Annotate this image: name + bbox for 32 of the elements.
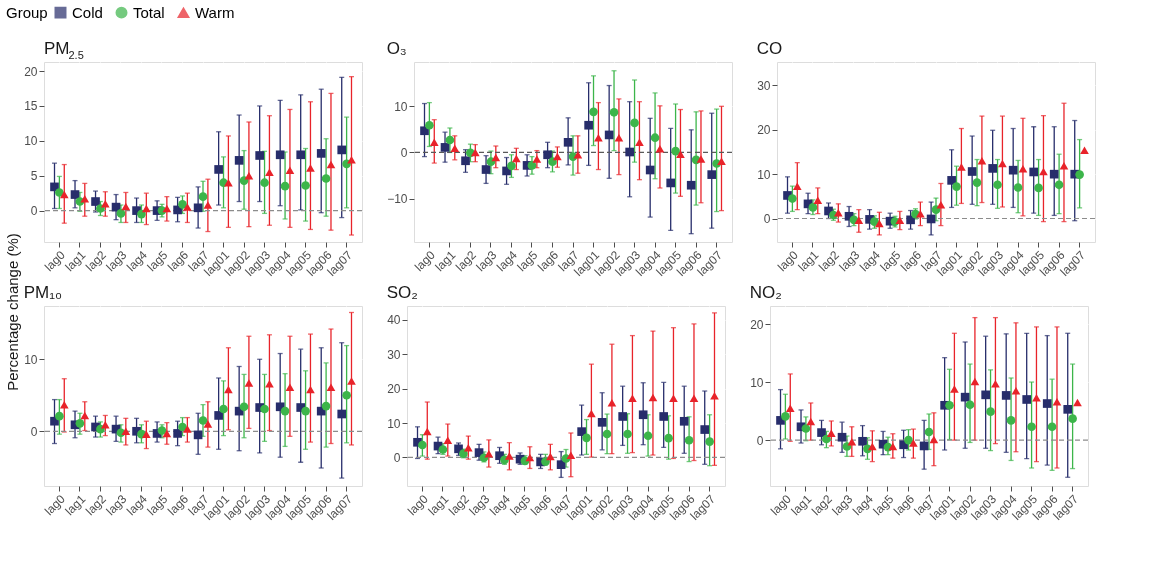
- y-tick-label: 40: [387, 313, 401, 328]
- y-tick-label: 15: [24, 99, 38, 114]
- chart-title: PM₁₀: [23, 283, 62, 302]
- y-tick-label: 0: [30, 424, 38, 439]
- y-tick-label: 10: [750, 375, 764, 390]
- legend-label: Cold: [72, 3, 103, 21]
- y-tick-label: 10: [387, 416, 401, 431]
- y-tick-label: 0: [756, 433, 764, 448]
- y-tick-label: 5: [30, 169, 38, 184]
- legend-label: Warm: [195, 3, 235, 21]
- chart-title: O₃: [386, 39, 407, 58]
- y-tick-label: 0: [30, 204, 38, 219]
- y-tick-label: 0: [400, 145, 408, 160]
- y-tick-label: 30: [387, 347, 401, 362]
- chart-title: CO: [756, 39, 783, 58]
- legend-label: Total: [133, 3, 165, 21]
- y-tick-label: 30: [757, 79, 771, 93]
- y-tick-label: 20: [750, 317, 764, 332]
- y-tick-label: 20: [24, 64, 38, 79]
- y-tick-label: −10: [387, 192, 408, 207]
- y-tick-label: 20: [757, 123, 771, 138]
- chart-title: NO₂: [749, 283, 782, 302]
- chart-title: SO₂: [386, 283, 418, 302]
- y-tick-label: 10: [24, 352, 38, 367]
- y-tick-label: 10: [24, 134, 38, 149]
- legend-title: Group: [6, 4, 48, 21]
- y-tick-label: 0: [393, 450, 401, 465]
- y-tick-label: 10: [394, 99, 408, 114]
- y-tick-label: 0: [763, 212, 771, 226]
- y-tick-label: 20: [387, 382, 401, 397]
- y-axis-title: Percentage change (%): [4, 233, 21, 391]
- y-tick-label: 10: [757, 167, 771, 182]
